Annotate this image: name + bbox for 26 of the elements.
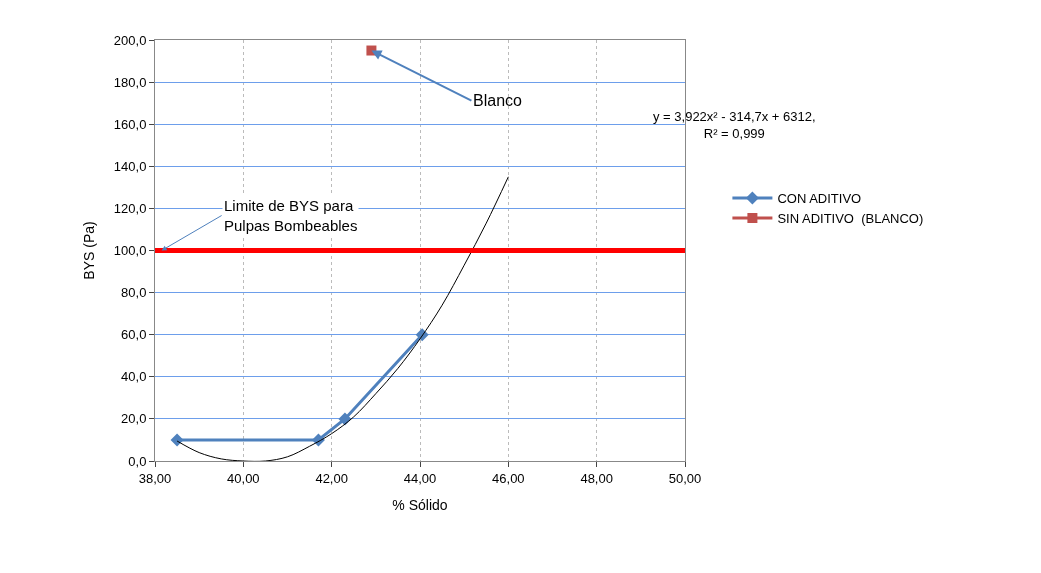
y-tick-label: 160,0 xyxy=(113,116,147,132)
legend-label: CON ADITIVO xyxy=(777,191,862,207)
x-tick-label: 50,00 xyxy=(668,470,702,486)
x-tick-label: 48,00 xyxy=(580,470,613,486)
y-tick-label: 200,0 xyxy=(113,32,147,48)
point xyxy=(170,433,184,447)
y-tick-label: 0,0 xyxy=(128,453,147,469)
y-tick-label: 80,0 xyxy=(121,285,147,301)
y-tick-label: 120,0 xyxy=(113,200,147,216)
y-tick-label: 20,0 xyxy=(121,411,147,427)
x-tick-label: 44,00 xyxy=(403,470,437,486)
annotation: y = 3,922x² - 314,7x + 6312, R² = 0,999 xyxy=(653,109,816,141)
x-tick-label: 40,00 xyxy=(227,470,260,486)
y-tick-label: 40,0 xyxy=(121,369,147,385)
y-tick-label: 60,0 xyxy=(121,327,147,343)
y-tick-label: 100,0 xyxy=(113,243,147,259)
x-axis-title: % Sólido xyxy=(392,496,448,513)
x-tick-label: 42,00 xyxy=(315,470,348,486)
annotation: Blanco xyxy=(473,92,523,109)
ref-line-label: Limite de BYS para Pulpas Bombeables xyxy=(224,197,358,234)
y-tick-label: 140,0 xyxy=(113,158,147,174)
legend-label: SIN ADITIVO (BLANCO) xyxy=(777,211,924,227)
y-axis-title: BYS (Pa) xyxy=(81,221,98,280)
x-tick-label: 38,00 xyxy=(138,470,172,486)
x-tick-label: 46,00 xyxy=(492,470,525,486)
y-tick-label: 180,0 xyxy=(113,74,147,90)
